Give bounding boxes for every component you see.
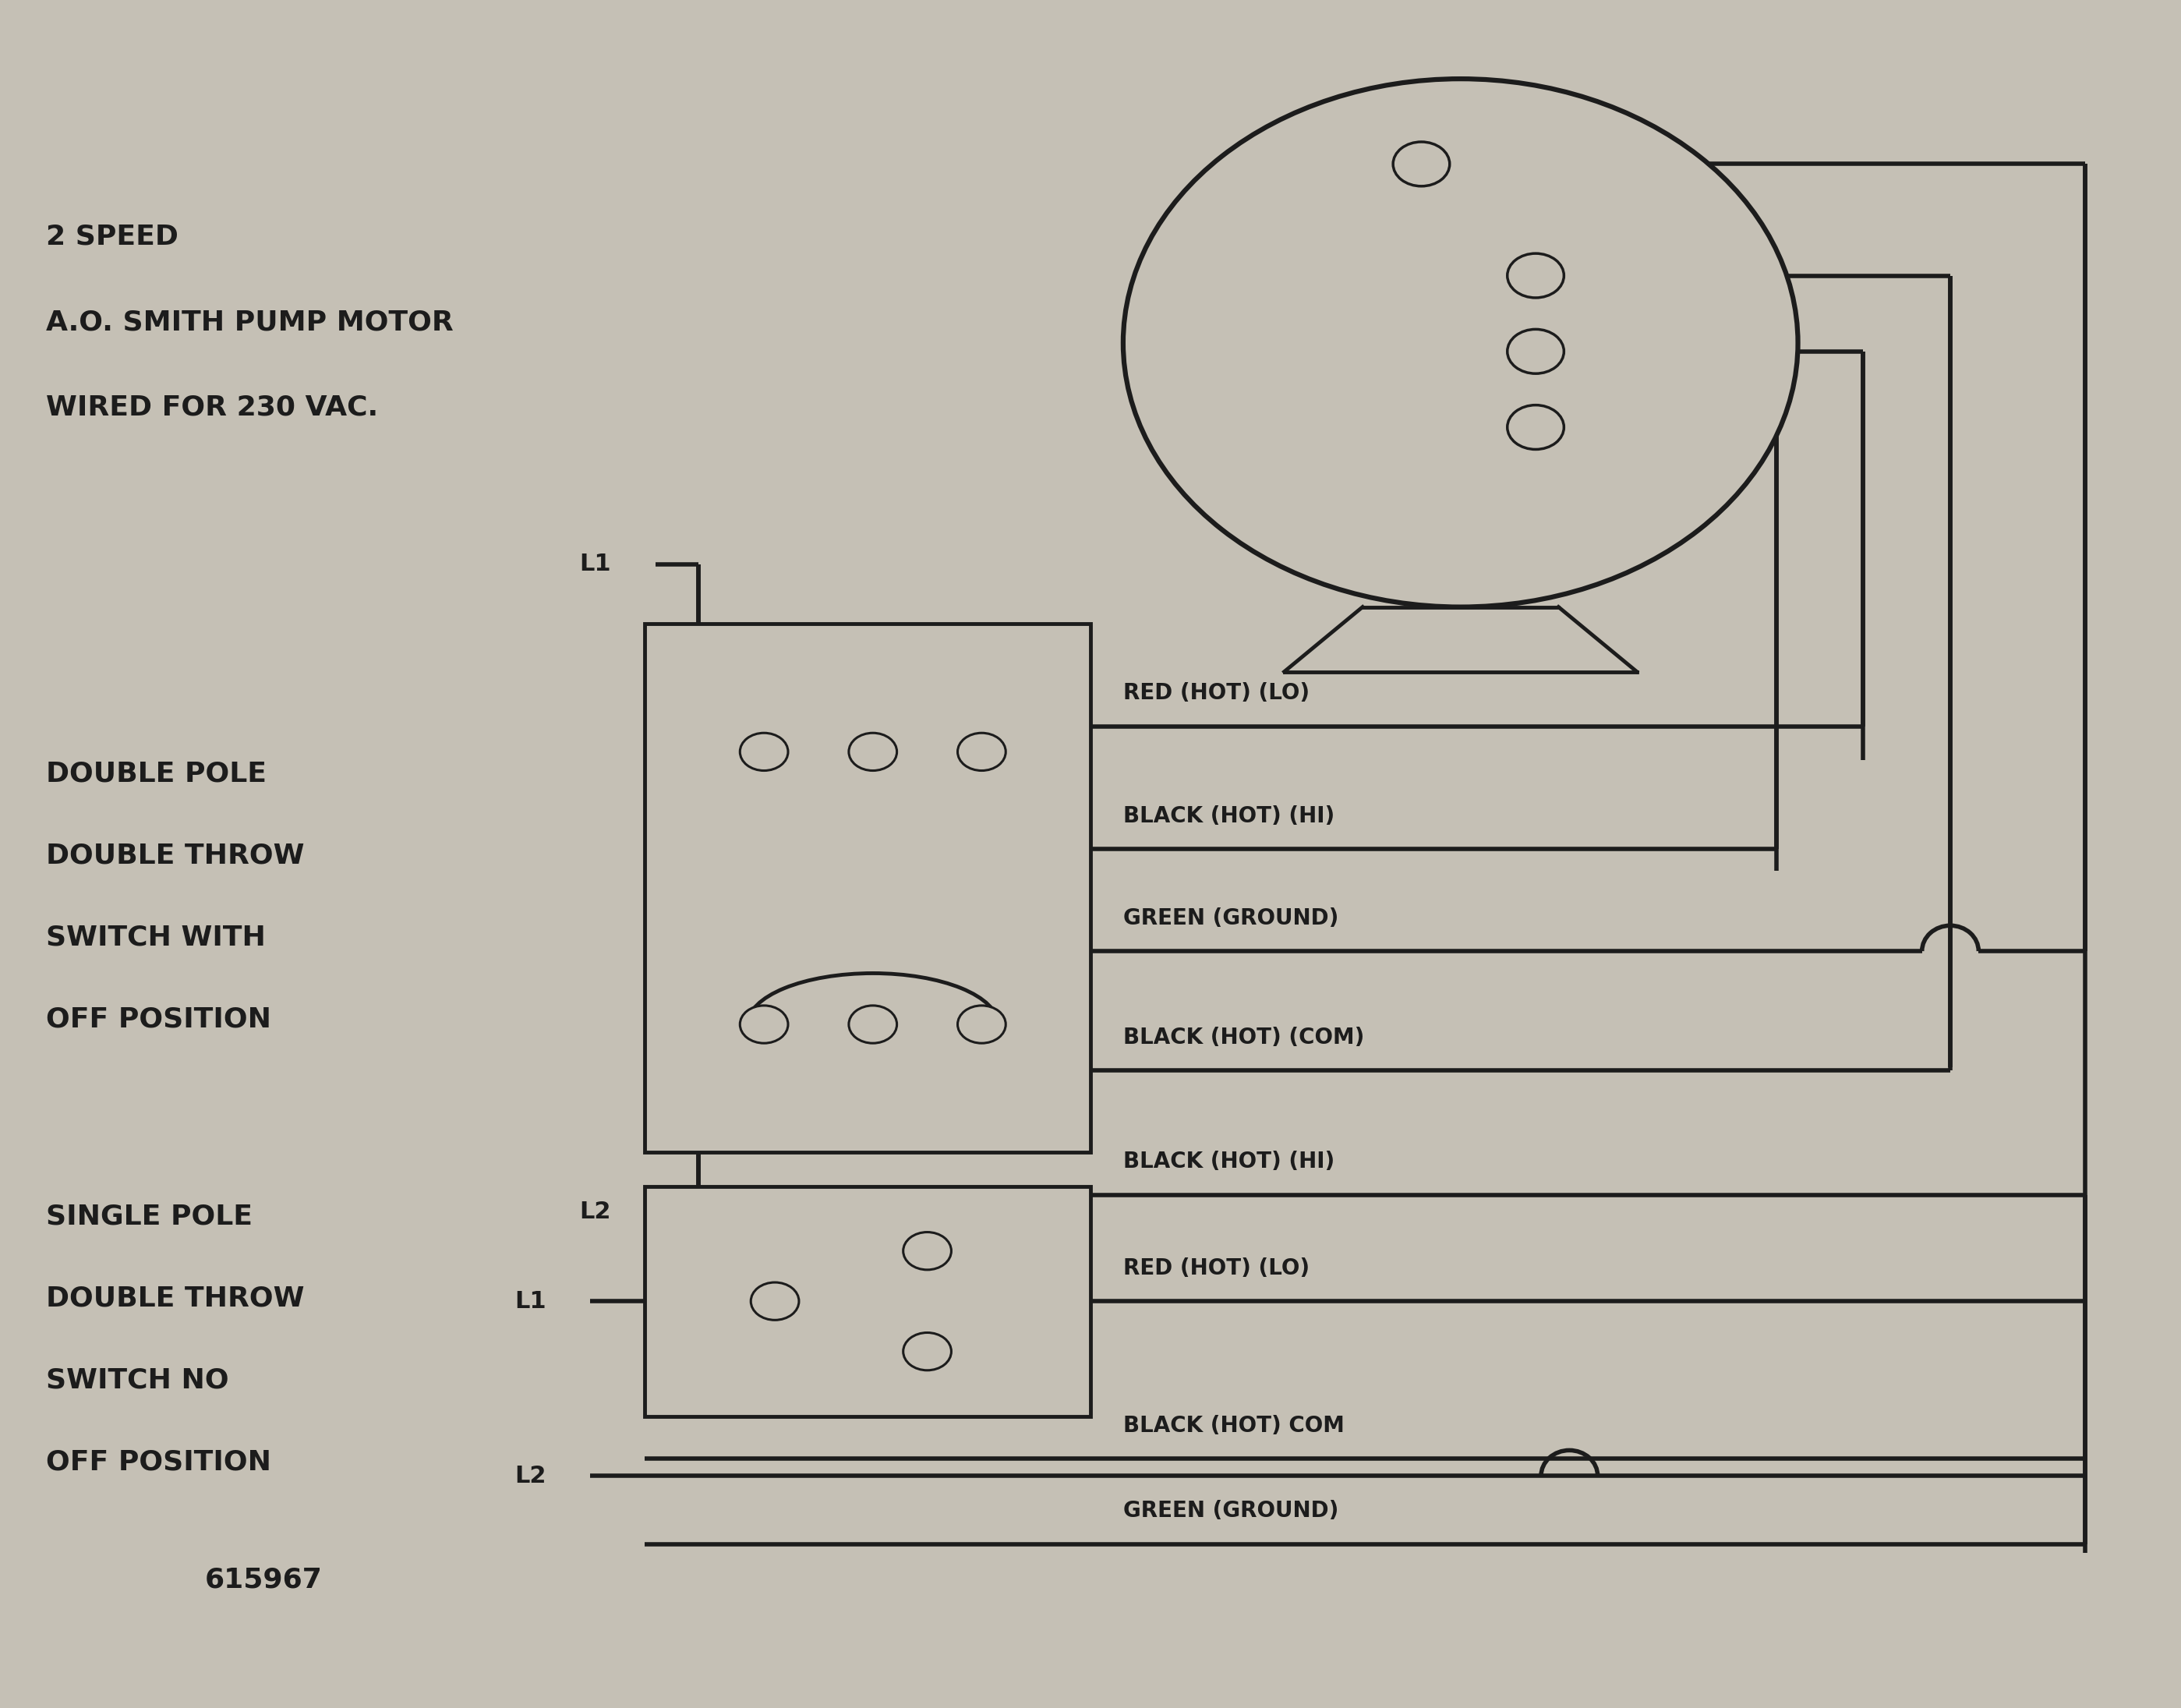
- Text: SINGLE POLE: SINGLE POLE: [46, 1202, 253, 1230]
- Text: RED (HOT) (LO): RED (HOT) (LO): [1123, 1257, 1309, 1279]
- Text: WIRED FOR 230 VAC.: WIRED FOR 230 VAC.: [46, 395, 377, 420]
- Text: 2 SPEED: 2 SPEED: [46, 224, 179, 249]
- Text: DOUBLE THROW: DOUBLE THROW: [46, 842, 303, 869]
- Circle shape: [957, 1006, 1005, 1044]
- FancyBboxPatch shape: [643, 1187, 1090, 1416]
- Text: BLACK (HOT) (HI): BLACK (HOT) (HI): [1123, 1151, 1335, 1173]
- Circle shape: [903, 1231, 951, 1269]
- Text: L2: L2: [578, 1201, 611, 1223]
- Text: SWITCH WITH: SWITCH WITH: [46, 924, 266, 950]
- Circle shape: [903, 1332, 951, 1370]
- Circle shape: [1507, 330, 1564, 374]
- Circle shape: [739, 1006, 787, 1044]
- Text: LO: LO: [1372, 342, 1400, 362]
- Text: OFF POSITION: OFF POSITION: [46, 1006, 270, 1032]
- Text: GREEN (GROUND): GREEN (GROUND): [1123, 1500, 1339, 1522]
- Circle shape: [848, 1006, 896, 1044]
- Text: GRD: GRD: [1298, 154, 1348, 174]
- Text: SWITCH NO: SWITCH NO: [46, 1366, 229, 1394]
- Circle shape: [1507, 253, 1564, 297]
- Circle shape: [739, 733, 787, 770]
- Circle shape: [1507, 405, 1564, 449]
- Text: HI: HI: [1376, 417, 1400, 437]
- FancyBboxPatch shape: [1411, 227, 1553, 475]
- Text: L2: L2: [515, 1464, 545, 1488]
- FancyBboxPatch shape: [643, 623, 1090, 1153]
- Text: BLACK (HOT) (HI): BLACK (HOT) (HI): [1123, 804, 1335, 827]
- Circle shape: [848, 733, 896, 770]
- Text: BLACK (HOT) (COM): BLACK (HOT) (COM): [1123, 1027, 1365, 1049]
- Circle shape: [1394, 142, 1450, 186]
- Text: BLACK (HOT) COM: BLACK (HOT) COM: [1123, 1414, 1343, 1436]
- Text: A.O. SMITH PUMP MOTOR: A.O. SMITH PUMP MOTOR: [46, 309, 454, 335]
- Text: L1: L1: [515, 1290, 545, 1312]
- Circle shape: [957, 733, 1005, 770]
- Text: OFF POSITION: OFF POSITION: [46, 1448, 270, 1476]
- Text: DOUBLE THROW: DOUBLE THROW: [46, 1284, 303, 1312]
- Text: L1: L1: [578, 553, 611, 576]
- Text: DOUBLE POLE: DOUBLE POLE: [46, 760, 266, 787]
- Circle shape: [750, 1283, 798, 1320]
- Circle shape: [1123, 79, 1797, 606]
- Text: RED (HOT) (LO): RED (HOT) (LO): [1123, 681, 1309, 704]
- Text: 615967: 615967: [205, 1566, 323, 1592]
- Text: GREEN (GROUND): GREEN (GROUND): [1123, 907, 1339, 929]
- Text: COM: COM: [1348, 265, 1400, 285]
